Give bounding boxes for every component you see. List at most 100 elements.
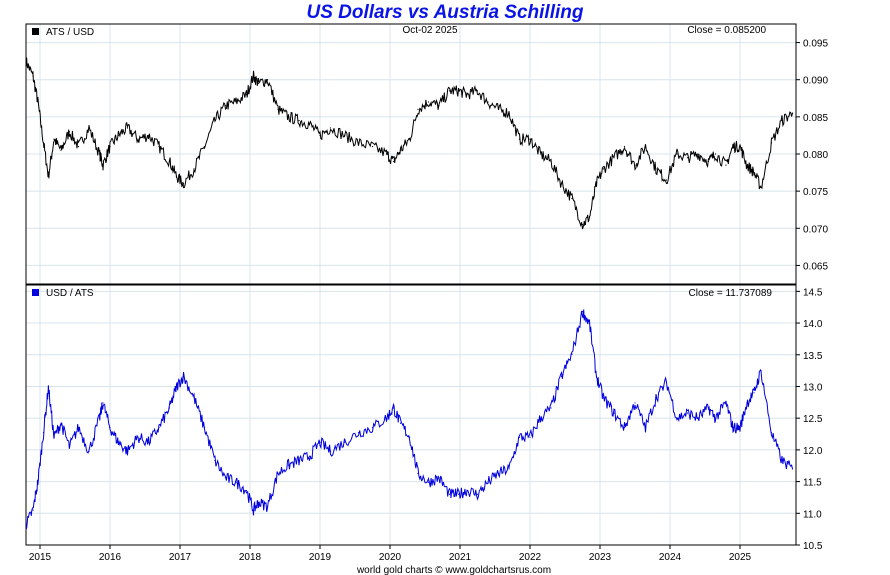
data-point-usd-ats	[357, 432, 360, 434]
data-point-usd-ats	[487, 481, 489, 483]
data-point-ats-usd	[697, 153, 699, 155]
data-point-usd-ats	[182, 375, 185, 377]
y-tick-label-ats-usd: 0.065	[803, 261, 828, 272]
data-point-usd-ats	[399, 422, 402, 424]
data-point-ats-usd	[117, 134, 119, 137]
data-point-ats-usd	[427, 101, 430, 103]
x-tick-label: 2023	[589, 552, 612, 563]
data-point-usd-ats	[77, 427, 80, 429]
data-point-ats-usd	[298, 119, 300, 122]
data-point-usd-ats	[147, 441, 150, 443]
data-point-usd-ats	[175, 386, 178, 388]
data-point-ats-usd	[581, 223, 584, 226]
data-point-ats-usd	[168, 160, 171, 163]
data-point-ats-usd	[109, 145, 111, 148]
data-point-ats-usd	[98, 153, 101, 155]
data-point-ats-usd	[571, 197, 573, 200]
data-point-usd-ats	[725, 402, 727, 404]
data-point-usd-ats	[581, 311, 584, 313]
data-point-usd-ats	[571, 353, 573, 355]
data-point-usd-ats	[224, 477, 227, 479]
data-point-ats-usd	[508, 112, 510, 114]
data-point-ats-usd	[791, 112, 794, 114]
data-point-usd-ats	[655, 397, 657, 399]
data-point-usd-ats	[409, 436, 411, 438]
data-point-usd-ats	[529, 436, 531, 438]
data-point-ats-usd	[137, 138, 139, 140]
data-point-ats-usd	[623, 145, 626, 148]
data-point-ats-usd	[147, 134, 150, 137]
data-point-usd-ats	[266, 505, 269, 507]
data-point-usd-ats	[385, 417, 388, 419]
data-point-usd-ats	[329, 450, 332, 452]
data-point-usd-ats	[98, 417, 101, 419]
data-point-ats-usd	[753, 171, 755, 174]
data-point-ats-usd	[37, 101, 39, 103]
data-point-usd-ats	[448, 493, 451, 495]
data-point-ats-usd	[518, 138, 521, 140]
x-tick-label: 2016	[99, 552, 122, 563]
data-point-usd-ats	[707, 407, 710, 409]
data-point-usd-ats	[298, 460, 300, 462]
series-line-ats-usd	[25, 57, 793, 230]
data-point-ats-usd	[77, 145, 80, 148]
data-point-ats-usd	[329, 127, 332, 129]
data-point-ats-usd	[707, 160, 710, 163]
data-point-usd-ats	[308, 455, 311, 457]
data-point-usd-ats	[102, 402, 104, 404]
data-point-usd-ats	[466, 489, 468, 492]
legend-swatch-ats-usd	[32, 28, 39, 35]
legend-label-usd-ats: USD / ATS	[46, 288, 94, 299]
data-point-ats-usd	[193, 168, 195, 170]
data-point-usd-ats	[287, 464, 290, 466]
y-tick-label-ats-usd: 0.085	[803, 113, 828, 124]
data-point-usd-ats	[427, 481, 430, 483]
data-point-usd-ats	[417, 472, 419, 474]
data-point-usd-ats	[203, 427, 206, 429]
data-point-ats-usd	[686, 157, 689, 159]
data-point-ats-usd	[529, 138, 531, 140]
data-point-ats-usd	[539, 153, 542, 155]
x-tick-label: 2021	[449, 552, 472, 563]
data-point-usd-ats	[588, 323, 591, 325]
data-point-usd-ats	[623, 427, 626, 429]
data-point-usd-ats	[497, 472, 500, 474]
data-point-ats-usd	[385, 153, 388, 155]
y-tick-label-ats-usd: 0.080	[803, 150, 828, 161]
y-tick-label-ats-usd: 0.090	[803, 76, 828, 87]
data-point-usd-ats	[613, 412, 615, 414]
y-tick-label-ats-usd: 0.070	[803, 224, 828, 235]
data-point-ats-usd	[487, 101, 489, 103]
data-point-usd-ats	[37, 480, 39, 483]
data-point-usd-ats	[508, 468, 510, 470]
data-point-usd-ats	[746, 402, 748, 404]
data-point-ats-usd	[760, 186, 762, 189]
date-label: Oct-02 2025	[402, 25, 457, 36]
data-point-usd-ats	[560, 375, 563, 377]
data-point-usd-ats	[193, 397, 195, 399]
data-point-usd-ats	[126, 450, 129, 452]
panel-ats-usd: 0.065 0.070 0.075 0.080 0.085 0.090 0.095	[25, 23, 828, 285]
y-tick-label-usd-ats: 14.5	[803, 287, 823, 298]
footer-credit: world gold charts © www.goldchartsrus.co…	[356, 565, 551, 575]
data-point-usd-ats	[760, 370, 762, 372]
panel-frame	[25, 284, 797, 546]
x-tick-label: 2024	[659, 552, 682, 563]
data-point-ats-usd	[725, 164, 727, 166]
data-point-usd-ats	[476, 493, 479, 495]
data-point-ats-usd	[770, 142, 773, 144]
panel-usd-ats: 10.5 11.0 11.5 12.0 12.5 13.0 13.5 14.0 14.5	[25, 284, 823, 552]
y-tick-label-ats-usd: 0.075	[803, 187, 828, 198]
y-tick-label-usd-ats: 14.0	[803, 319, 823, 330]
close-value-usd-ats: Close = 11.737089	[689, 288, 773, 299]
data-point-usd-ats	[550, 407, 552, 409]
series-line-usd-ats	[25, 309, 793, 530]
y-tick-label-usd-ats: 11.0	[803, 509, 822, 520]
data-point-ats-usd	[53, 138, 55, 140]
data-point-usd-ats	[518, 436, 521, 438]
data-point-usd-ats	[392, 407, 395, 409]
data-point-usd-ats	[458, 493, 460, 495]
data-point-usd-ats	[676, 417, 678, 419]
data-point-ats-usd	[126, 127, 129, 129]
